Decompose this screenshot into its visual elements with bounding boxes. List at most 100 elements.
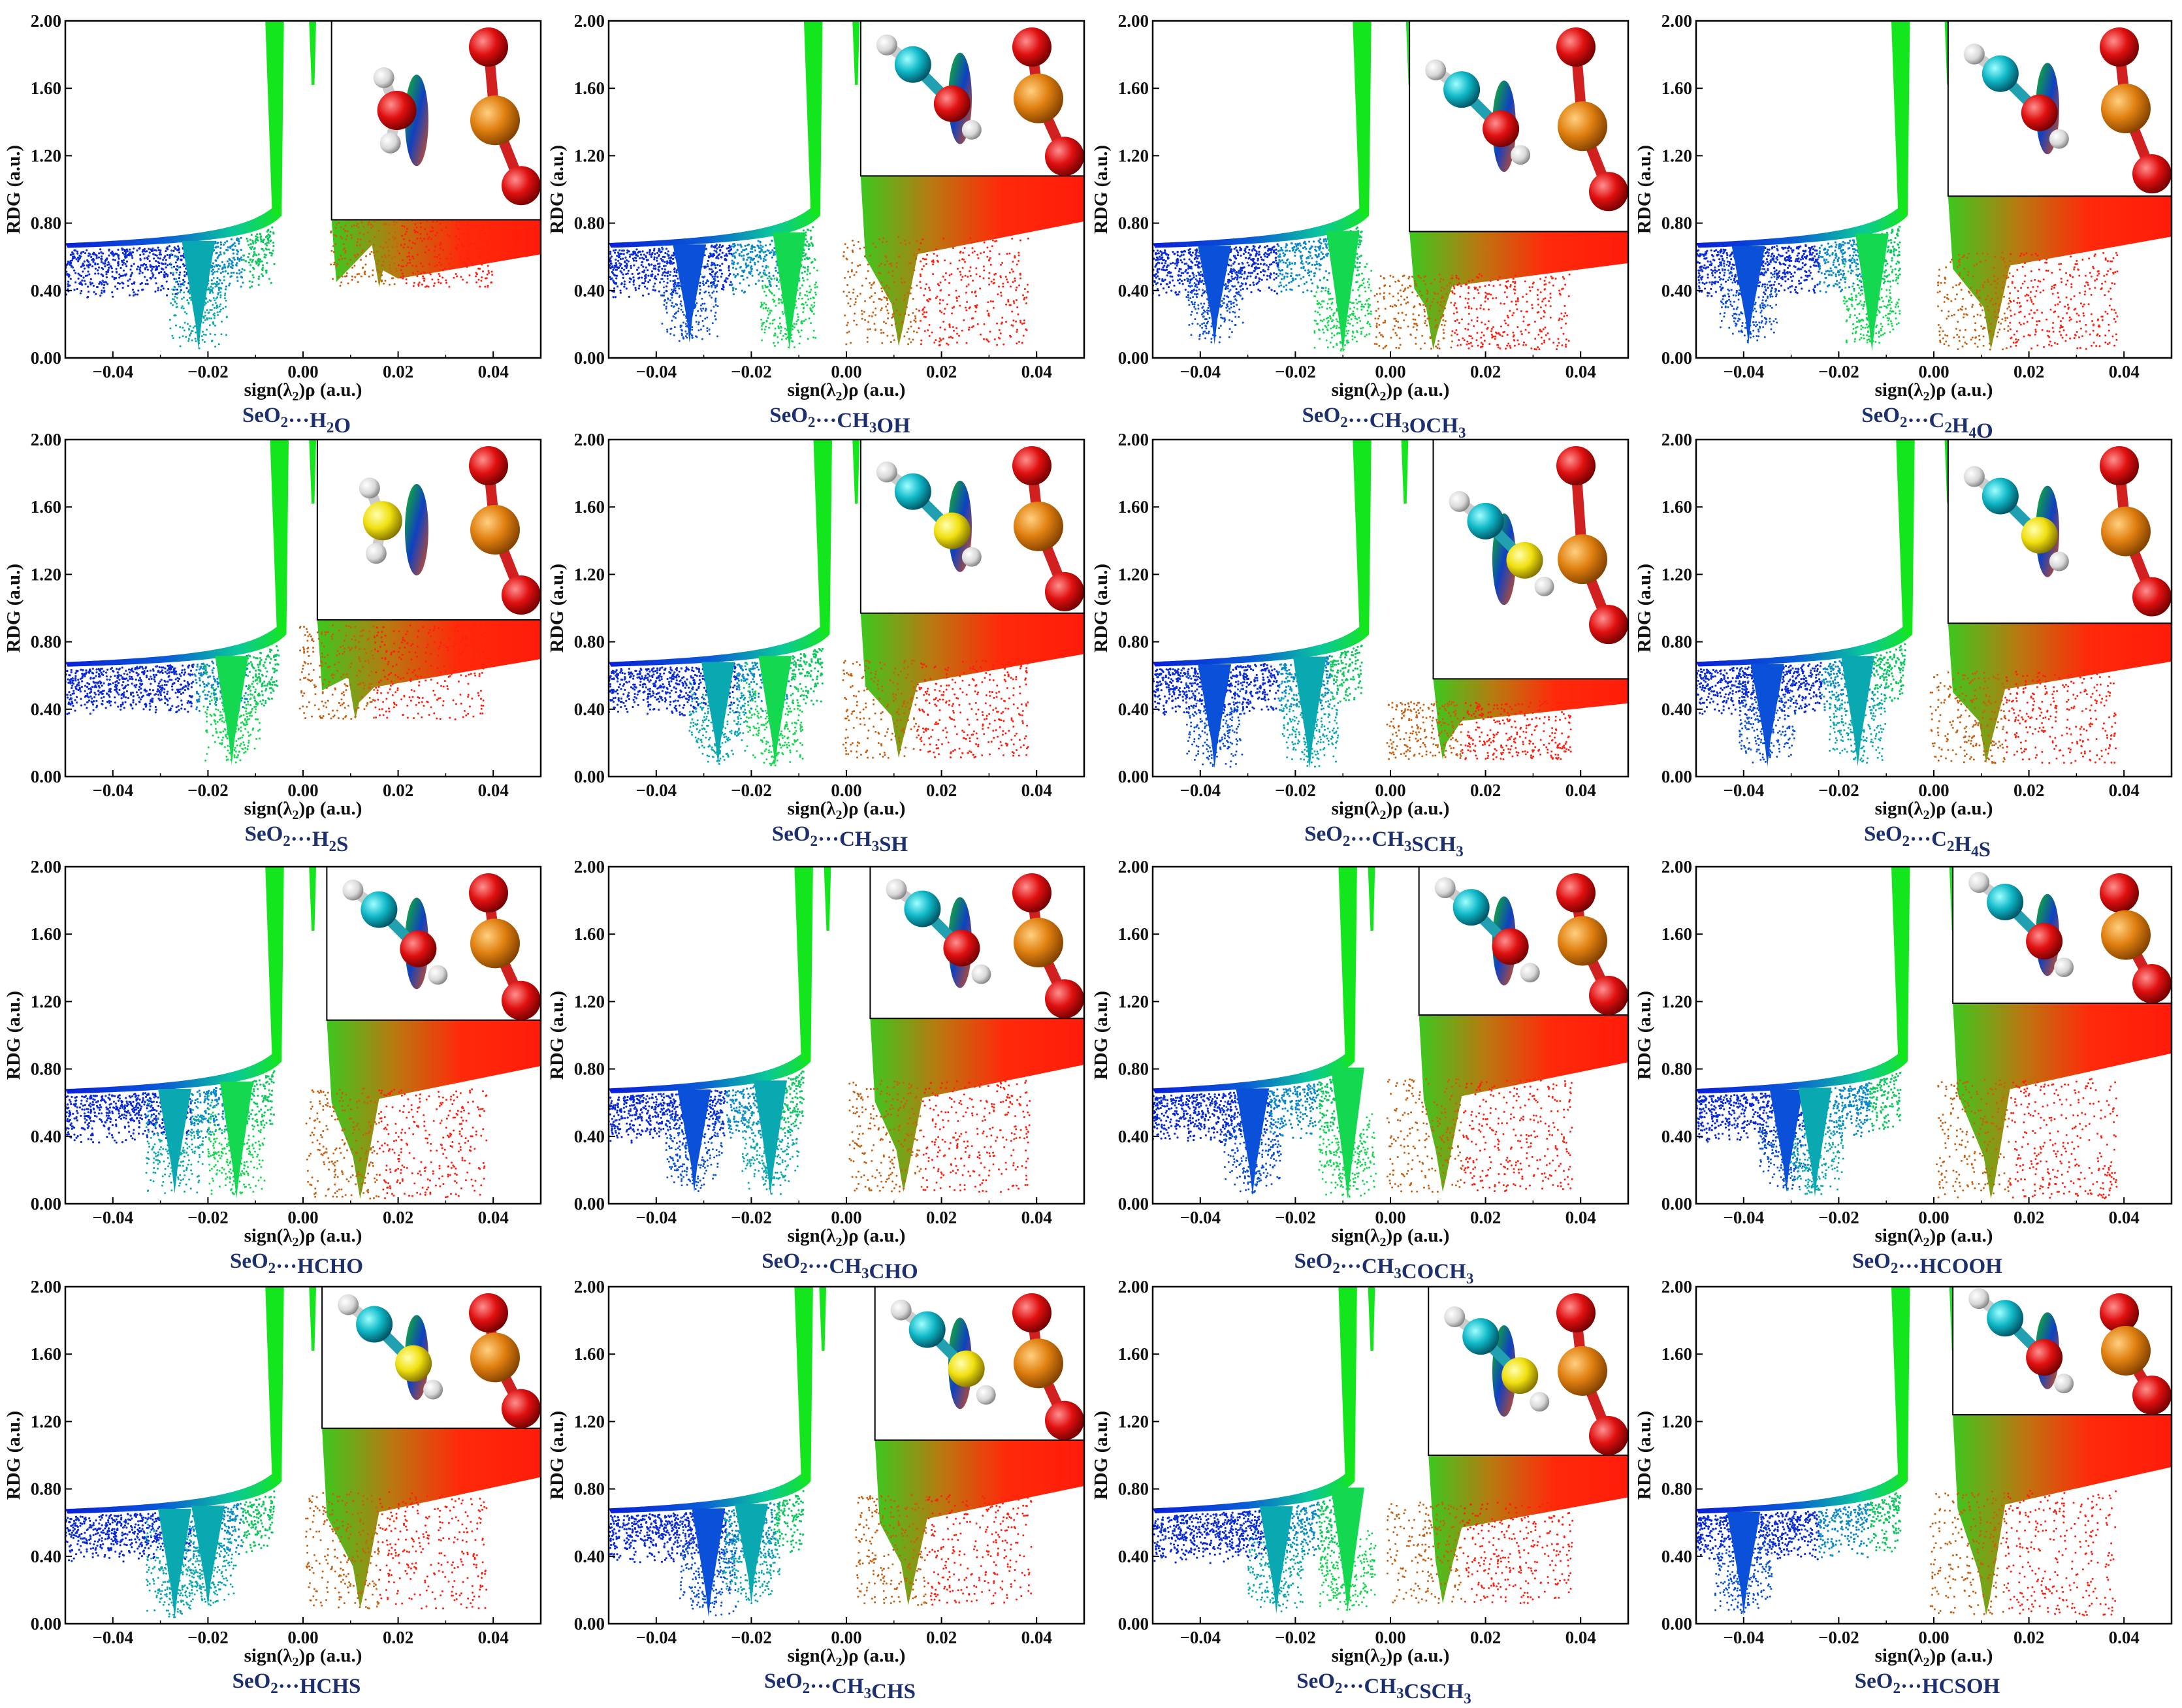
oxygen-atom: [1045, 137, 1084, 176]
hydrogen-atom: [1520, 963, 1540, 983]
x-tick-label: 0.00: [1918, 1208, 1949, 1227]
selenium-atom: [2101, 506, 2151, 556]
green-wall: [265, 867, 284, 1061]
x-tick-label: 0.04: [2109, 362, 2140, 381]
repulsive-points: [305, 1490, 488, 1610]
x-tick-label: 0.00: [287, 1628, 318, 1647]
scatter-area: [1696, 21, 2172, 351]
central-spike: [824, 867, 831, 931]
y-tick-label: 1.60: [1661, 497, 1692, 517]
panel-caption: SeO2···HCSOH: [1855, 1669, 2000, 1698]
y-tick-label: 0.00: [31, 1614, 61, 1634]
attractive-spike-1: [1750, 664, 1784, 767]
oxygen-atom: [1556, 446, 1596, 485]
y-tick-label: 0.00: [574, 348, 605, 368]
selenium-atom: [1014, 1338, 1063, 1389]
repulsive-points: [305, 1088, 488, 1200]
x-tick-label: 0.02: [1470, 1628, 1501, 1647]
x-axis-label: sign(λ2)ρ (a.u.): [1875, 1645, 1993, 1669]
y-tick-label: 1.20: [574, 991, 605, 1011]
y-tick-label: 1.20: [31, 991, 61, 1011]
hydrogen-atom: [423, 1379, 443, 1400]
x-tick-label: 0.04: [2109, 1628, 2140, 1647]
y-tick-label: 0.40: [1661, 1547, 1692, 1566]
oxygen-atom: [469, 1293, 508, 1332]
x-tick-label: 0.04: [1565, 1208, 1596, 1227]
y-axis-label: RDG (a.u.): [547, 145, 568, 234]
y-tick-label: 0.00: [574, 1194, 605, 1214]
y-tick-label: 2.00: [1118, 11, 1149, 31]
attractive-band: [609, 1467, 811, 1513]
central-spike: [1401, 440, 1409, 504]
x-tick-label: −0.04: [1179, 362, 1221, 381]
y-axis-label: RDG (a.u.): [1091, 145, 1112, 234]
oxygen-atom: [1589, 976, 1628, 1016]
y-tick-label: 0.80: [1661, 632, 1692, 652]
x-tick-label: 0.02: [1470, 362, 1501, 381]
scatter-points: [1153, 1074, 1377, 1198]
y-tick-label: 1.20: [1661, 1411, 1692, 1431]
x-tick-label: 0.02: [926, 362, 957, 381]
panel-caption: SeO2···H2O: [242, 404, 351, 438]
heteroatom: [362, 501, 402, 541]
x-tick-label: 0.04: [2109, 781, 2140, 800]
x-tick-label: 0.00: [831, 1628, 861, 1647]
y-tick-label: 0.00: [1118, 1614, 1149, 1634]
x-tick-label: 0.00: [1375, 1208, 1405, 1227]
y-axis-label: RDG (a.u.): [3, 1411, 24, 1500]
molecule-inset: [330, 20, 541, 221]
green-wall: [794, 867, 813, 1061]
y-tick-label: 1.20: [1118, 1411, 1149, 1431]
central-spike: [309, 1287, 317, 1351]
y-tick-label: 0.00: [1118, 348, 1149, 368]
molecule-inset: [869, 866, 1085, 1020]
x-tick-label: 0.02: [383, 362, 413, 381]
x-tick-label: −0.02: [1818, 1628, 1859, 1647]
x-axis-label: sign(λ2)ρ (a.u.): [788, 1225, 906, 1249]
oxygen-atom: [502, 1389, 541, 1428]
scatter-area: [65, 867, 541, 1200]
green-wall: [813, 440, 833, 634]
attractive-band: [1696, 1467, 1908, 1514]
scatter-area: [609, 1287, 1084, 1617]
y-tick-label: 1.20: [31, 564, 61, 584]
y-tick-label: 1.60: [574, 1344, 605, 1364]
x-tick-label: 0.00: [287, 781, 318, 800]
heteroatom: [1501, 1357, 1539, 1394]
rdg-panel-15: 0.00 0.40 0.80 1.20 1.60 2.00 −0.04 −0.02 0.00 0.…: [1091, 1277, 1629, 1707]
x-tick-label: 0.02: [926, 1628, 957, 1647]
panel-caption: SeO2···HCHO: [230, 1249, 363, 1278]
selenium-atom: [2101, 84, 2151, 134]
x-tick-label: −0.04: [92, 781, 133, 800]
y-tick-label: 1.20: [31, 1411, 61, 1431]
panel-caption: SeO2···HCOOH: [1852, 1249, 2002, 1278]
repulsive-points: [842, 236, 1029, 347]
molecule-inset: [1952, 866, 2173, 1004]
hydrogen-atom: [342, 879, 364, 901]
rdg-panel-16: 0.00 0.40 0.80 1.20 1.60 2.00 −0.04 −0.02 0.00 0.…: [1634, 1277, 2173, 1698]
x-tick-label: 0.02: [2014, 1628, 2044, 1647]
x-tick-label: 0.02: [926, 1208, 957, 1227]
heteroatom: [2026, 923, 2063, 960]
y-axis-label: RDG (a.u.): [1091, 991, 1112, 1080]
repulsive-band: [1419, 1015, 1628, 1192]
x-tick-label: 0.00: [831, 1208, 861, 1227]
x-tick-label: 0.00: [1375, 1628, 1405, 1647]
scatter-area: [1153, 440, 1628, 769]
oxygen-atom: [2100, 1293, 2139, 1332]
green-wall: [803, 21, 823, 215]
carbon-atom: [356, 1306, 393, 1343]
attractive-spike-1: [1236, 1088, 1270, 1196]
hydrogen-atom: [890, 1299, 912, 1321]
central-spike: [309, 867, 317, 931]
y-tick-label: 0.00: [1661, 348, 1692, 368]
x-tick-label: −0.04: [635, 1208, 677, 1227]
oxygen-atom: [1556, 1293, 1596, 1332]
y-axis-label: RDG (a.u.): [1634, 991, 1655, 1080]
selenium-atom: [470, 918, 520, 969]
repulsive-band: [1948, 196, 2172, 350]
hydrogen-atom: [2054, 1374, 2074, 1394]
hydrogen-atom: [2049, 551, 2069, 572]
y-tick-label: 0.80: [1118, 1059, 1149, 1079]
rdg-panel-1: 0.00 0.40 0.80 1.20 1.60 2.00 −0.04 −0.02 0.00 0.…: [3, 11, 542, 438]
